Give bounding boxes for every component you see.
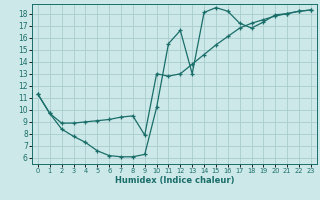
X-axis label: Humidex (Indice chaleur): Humidex (Indice chaleur): [115, 176, 234, 185]
